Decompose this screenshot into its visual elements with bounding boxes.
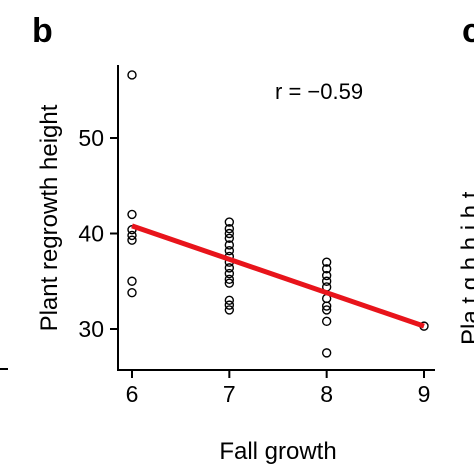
data-point xyxy=(224,268,235,279)
data-point xyxy=(321,264,332,274)
data-point xyxy=(321,316,332,327)
neighbor-panel-label: c xyxy=(462,12,474,50)
data-point xyxy=(224,300,235,310)
data-point xyxy=(224,278,235,288)
data-point xyxy=(321,276,332,286)
data-point xyxy=(224,240,235,250)
data-point xyxy=(224,295,235,306)
x-tick-label: 8 xyxy=(320,381,333,407)
panel-label: b xyxy=(32,12,53,50)
data-point xyxy=(127,235,137,245)
correlation-annotation: r = −0.59 xyxy=(275,79,363,104)
data-point xyxy=(127,230,137,241)
x-tick-label: 9 xyxy=(418,381,431,407)
data-point xyxy=(224,274,235,285)
data-point xyxy=(224,263,235,273)
data-point xyxy=(321,257,332,267)
y-tick-label: 40 xyxy=(78,221,104,247)
y-tick-label: 50 xyxy=(78,125,104,151)
data-point xyxy=(127,70,137,80)
data-point xyxy=(224,245,235,256)
data-point xyxy=(321,301,332,311)
data-point xyxy=(127,288,137,298)
x-tick-label: 7 xyxy=(223,381,236,407)
data-point xyxy=(321,270,332,281)
data-point xyxy=(224,305,235,315)
data-point xyxy=(127,209,137,220)
y-tick-label: 30 xyxy=(78,316,104,342)
y-axis-title: Plant regrowth height xyxy=(36,104,63,331)
data-point xyxy=(224,233,235,243)
x-axis-title: Fall growth xyxy=(219,438,336,465)
data-point xyxy=(224,228,235,239)
data-point xyxy=(224,217,235,227)
data-point xyxy=(321,348,332,358)
neighbor-partial-ylabel: Pla t g h h i h t xyxy=(457,191,474,345)
x-tick-label: 6 xyxy=(126,381,139,407)
regression-line xyxy=(131,223,425,329)
data-point xyxy=(224,224,235,234)
data-point xyxy=(127,276,137,286)
data-point xyxy=(321,305,332,315)
